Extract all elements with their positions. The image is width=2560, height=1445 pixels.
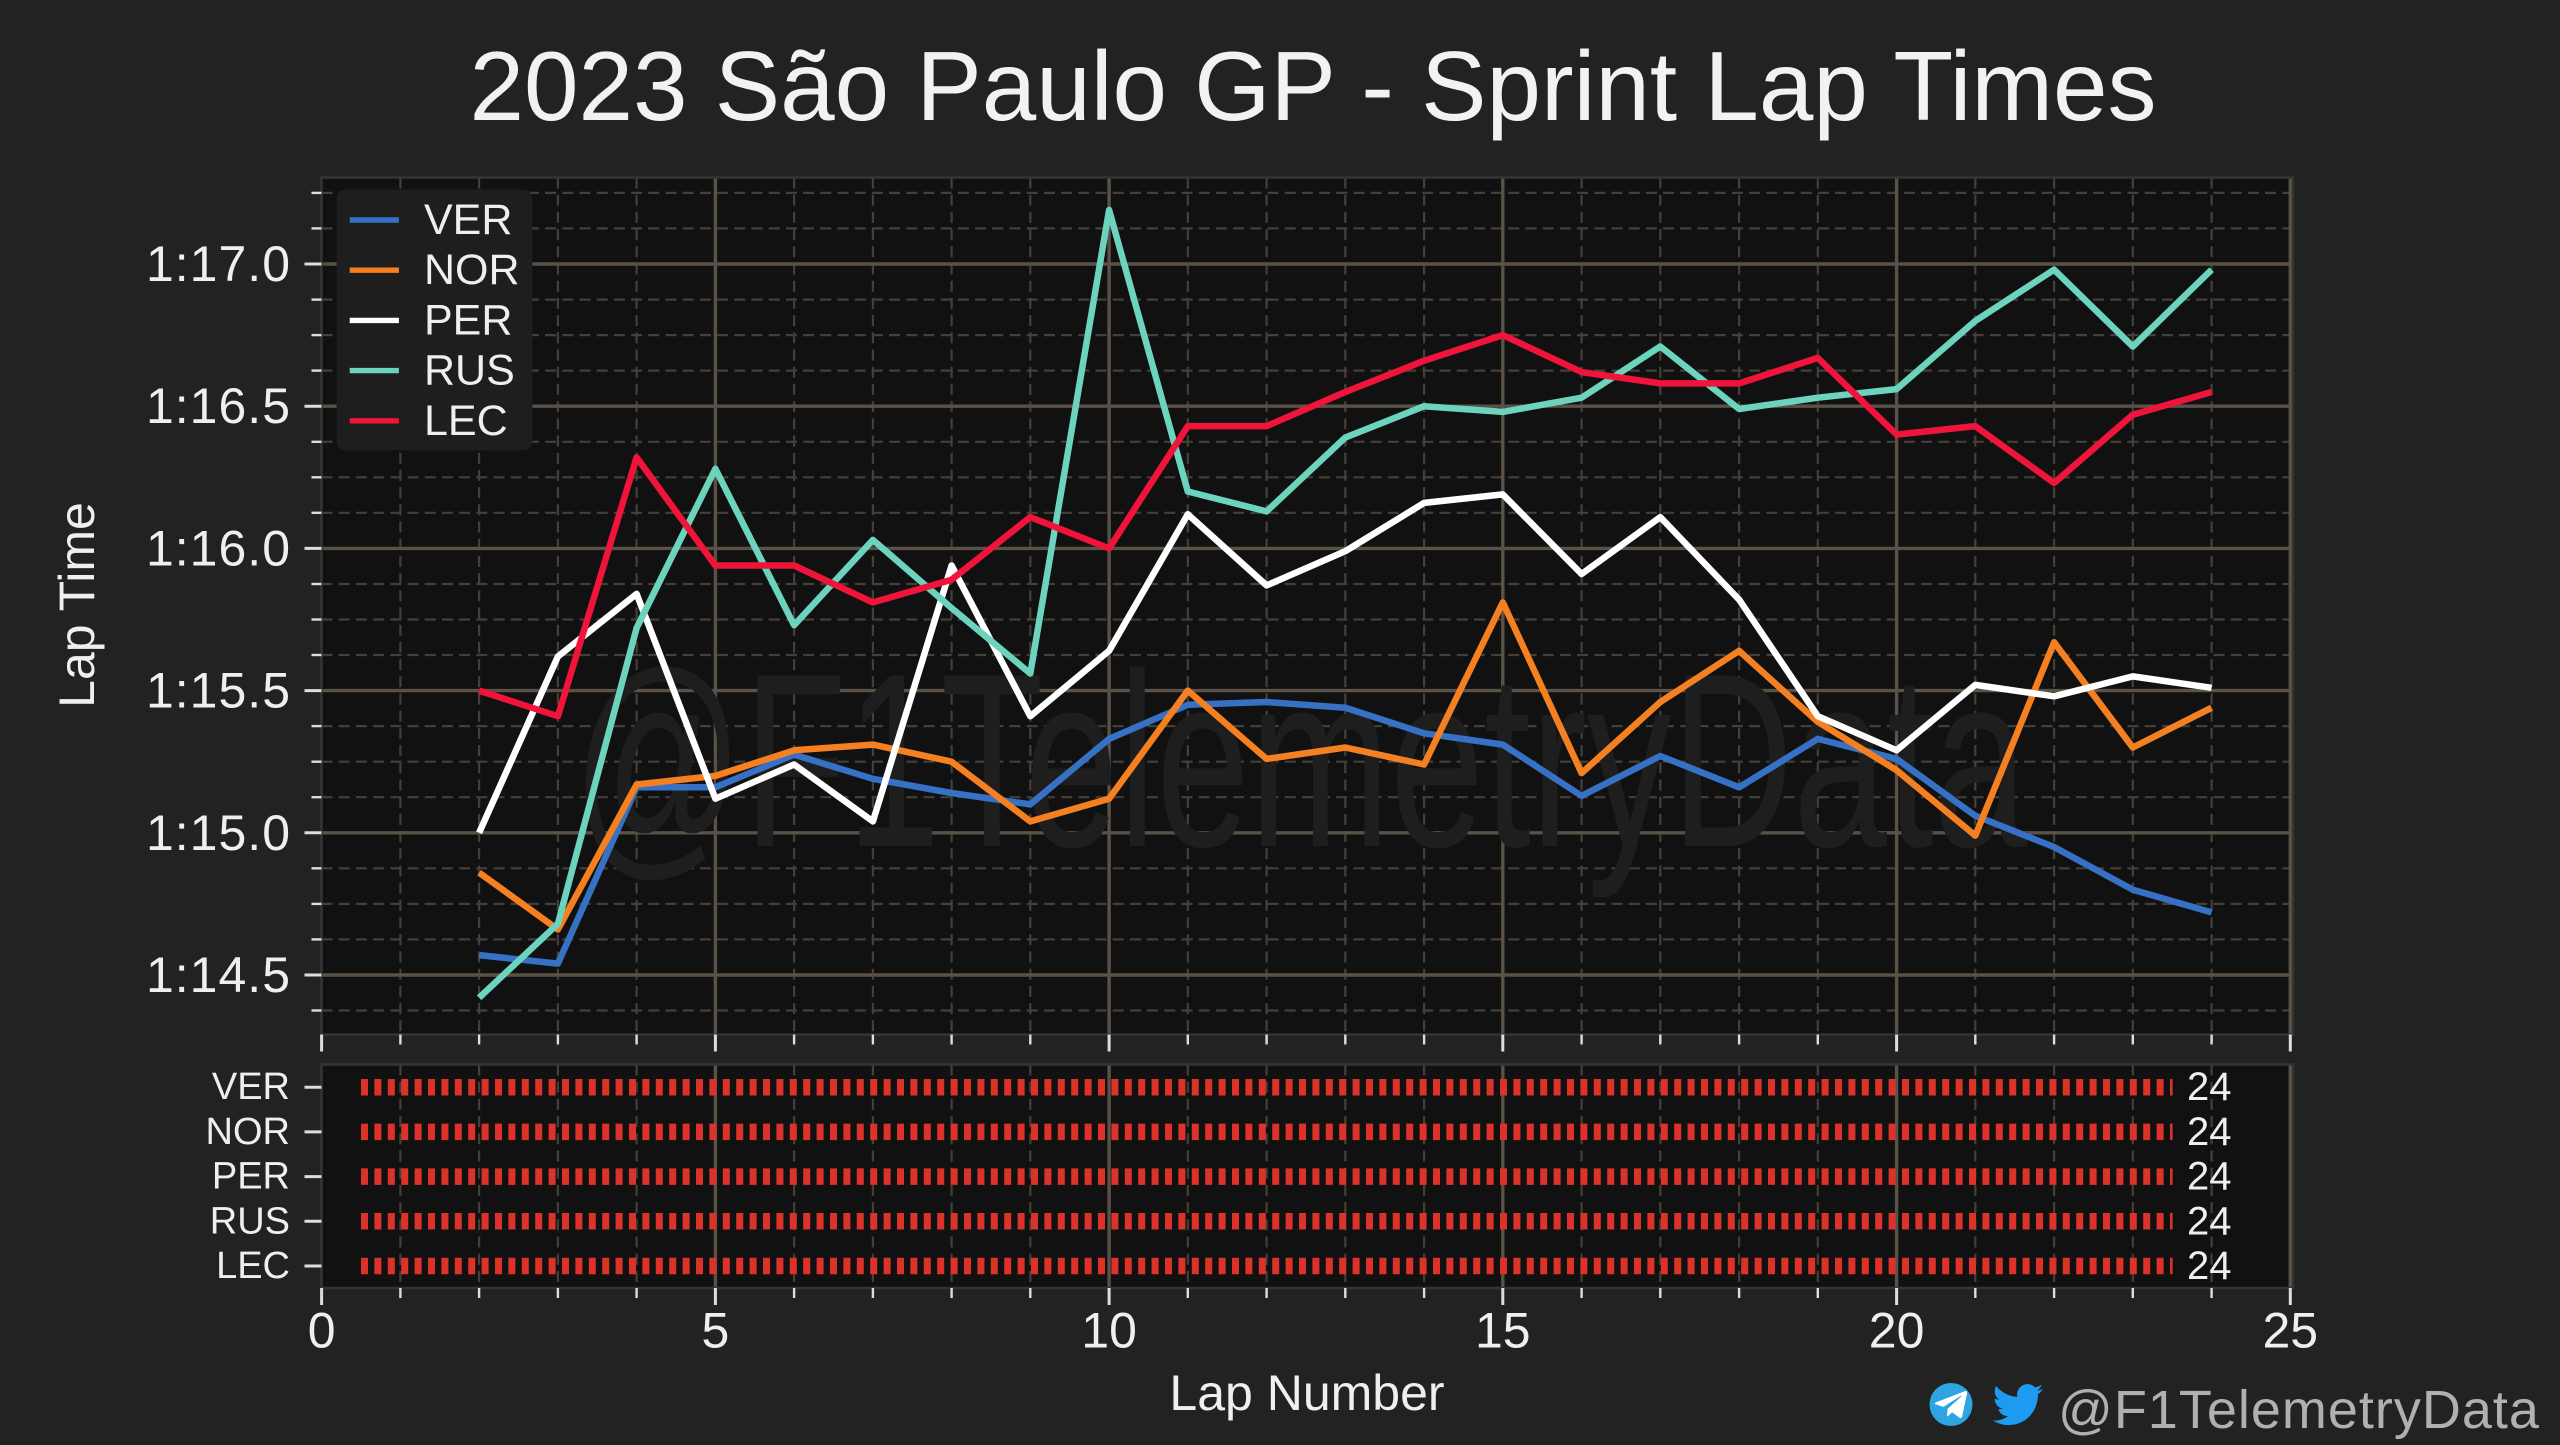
svg-text:25: 25 xyxy=(2262,1302,2318,1358)
svg-text:2023 São Paulo GP - Sprint Lap: 2023 São Paulo GP - Sprint Lap Times xyxy=(470,31,2157,141)
svg-text:24: 24 xyxy=(2187,1110,2232,1154)
svg-text:1:14.5: 1:14.5 xyxy=(146,947,291,1003)
svg-text:24: 24 xyxy=(2187,1065,2232,1109)
svg-text:VER: VER xyxy=(424,196,512,244)
svg-text:24: 24 xyxy=(2187,1244,2232,1288)
svg-text:NOR: NOR xyxy=(206,1111,290,1153)
svg-text:15: 15 xyxy=(1475,1302,1531,1358)
svg-text:24: 24 xyxy=(2187,1155,2232,1199)
svg-text:PER: PER xyxy=(212,1156,290,1198)
svg-text:@F1TelemetryData: @F1TelemetryData xyxy=(572,621,2027,898)
svg-text:LEC: LEC xyxy=(424,397,508,445)
svg-text:Lap Time: Lap Time xyxy=(49,502,105,708)
svg-text:1:15.5: 1:15.5 xyxy=(146,663,291,719)
svg-text:0: 0 xyxy=(308,1302,336,1358)
svg-text:NOR: NOR xyxy=(424,246,520,294)
svg-text:1:16.0: 1:16.0 xyxy=(146,520,291,576)
svg-text:5: 5 xyxy=(701,1302,729,1358)
svg-text:24: 24 xyxy=(2187,1199,2232,1243)
svg-text:1:17.0: 1:17.0 xyxy=(146,236,291,292)
svg-text:RUS: RUS xyxy=(424,347,515,395)
svg-text:10: 10 xyxy=(1081,1302,1137,1358)
svg-text:VER: VER xyxy=(212,1066,290,1108)
svg-text:20: 20 xyxy=(1869,1302,1925,1358)
svg-text:RUS: RUS xyxy=(210,1200,290,1242)
svg-text:@F1TelemetryData: @F1TelemetryData xyxy=(2058,1380,2540,1440)
svg-text:Lap Number: Lap Number xyxy=(1169,1365,1444,1421)
svg-text:PER: PER xyxy=(424,296,512,344)
svg-text:1:16.5: 1:16.5 xyxy=(146,378,291,434)
svg-text:LEC: LEC xyxy=(216,1245,290,1287)
svg-text:1:15.0: 1:15.0 xyxy=(146,805,291,861)
